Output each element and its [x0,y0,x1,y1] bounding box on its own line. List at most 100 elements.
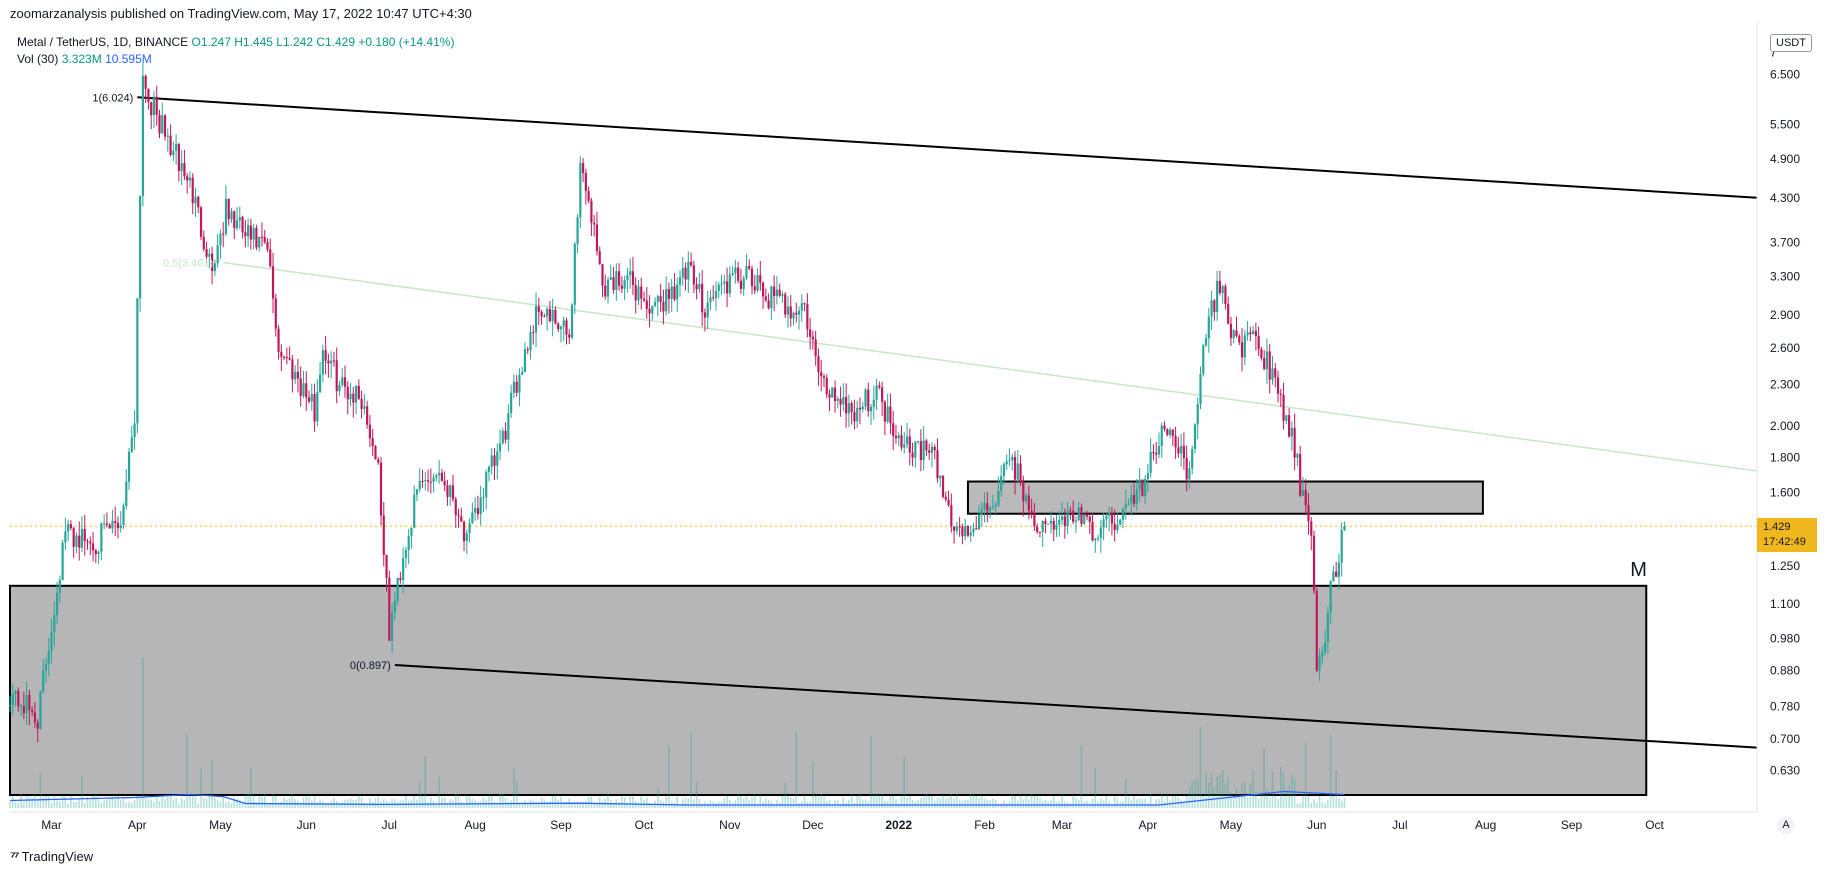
volume-bar [1141,798,1144,808]
volume-bar [897,803,900,808]
candle-body [208,253,211,257]
price-tick: 4.900 [1770,152,1800,166]
candle-body [590,200,593,223]
volume-bar [208,796,211,808]
time-tick: Sep [1561,818,1583,832]
volume-bar [11,796,14,808]
price-tick: 4.300 [1770,191,1800,205]
candle-body [1044,520,1047,524]
candle-body [952,526,956,531]
volume-bar [1191,781,1194,808]
candle-body [1249,332,1252,335]
candle-body [58,580,61,593]
candle-body [460,516,463,522]
volume-bar [975,795,978,808]
time-tick: Jun [1307,818,1326,832]
candle-body [36,722,39,729]
candle-body [1216,280,1219,313]
time-axis[interactable]: Mar Apr May Jun Jul Aug Sep Oct Nov Dec 2022 Feb Mar… [10,811,1757,832]
candle-body [19,705,23,707]
candle-body [678,277,682,285]
candle-body [105,523,109,525]
candle-body [1155,452,1158,455]
price-axis[interactable]: 7 6.500 5.500 4.900 4.300 3.700 3.300 2.900 2.60… [1756,22,1800,812]
volume-bar [125,803,128,808]
volume-bar [214,797,216,808]
volume-bar [1285,790,1288,808]
candle-body [1229,323,1233,339]
volume-bar [676,796,679,808]
volume-bar [457,794,460,808]
annotations-layer: 1(6.024) 0.5(3.461) 0(0.897) M [92,92,1647,672]
candle-body [546,308,549,317]
volume-bar [1160,794,1163,808]
volume-bar [776,800,778,808]
volume-bar [1318,795,1321,808]
volume-bar [745,796,748,808]
candle-body [1318,656,1321,671]
candle-body [114,521,117,523]
candle-body [684,267,687,280]
candle-body [562,320,565,327]
symbol-name[interactable]: Metal / TetherUS, 1D, BINANCE [17,35,189,49]
volume-bar [100,802,103,808]
tradingview-logo[interactable]: ⁷⁷ TradingView [10,848,93,864]
candle-body [199,207,203,237]
tradingview-logo-icon: ⁷⁷ [10,848,19,864]
volume-bar [1075,798,1077,808]
volume-bar [39,772,42,808]
candle-body [277,328,280,352]
candle-body [1227,304,1230,324]
candle-body [842,397,845,405]
volume-bar [1205,772,1207,808]
volume-bar [1136,799,1138,808]
volume-bar [468,796,471,808]
volume-bar [1144,798,1146,808]
volume-bar [1252,769,1254,808]
volume-bar [1232,795,1235,808]
ohlc-high: H1.445 [234,35,273,49]
volume-bar [1194,778,1196,808]
volume-bar [925,794,928,808]
candle-body [617,271,621,286]
candle-body [969,532,972,536]
candle-body [28,694,31,711]
currency-selector[interactable]: USDT [1770,34,1812,52]
candle-body [1060,516,1064,520]
volume-bar [374,798,377,808]
candle-body [324,350,327,361]
candle-body [67,524,70,532]
price-tick: 0.700 [1770,732,1800,746]
candle-body [1049,520,1053,524]
volume-label[interactable]: Vol (30) [17,52,59,66]
auto-scale-button[interactable]: A [1777,816,1795,834]
candle-body [451,485,455,500]
trendlines-layer [10,96,1758,749]
candle-body [374,446,377,460]
candle-body [1063,516,1066,527]
candle-body [432,477,435,482]
volume-bar [233,796,236,808]
candle-body [659,296,662,302]
volume-bar [1030,794,1033,808]
volume-bar [909,795,911,808]
volume-bar [837,800,839,808]
candle-body [1088,516,1091,523]
volume-layer [9,658,1346,808]
volume-bar [394,799,396,808]
candle-body [1016,463,1019,480]
candle-body [119,525,122,529]
candle-body [211,253,214,271]
candle-body [717,284,720,292]
volume-bar [679,803,681,808]
candle-body [825,377,828,395]
candle-body [582,163,585,174]
candles-layer [8,62,1346,743]
volume-bar [612,802,615,808]
candle-body [1193,424,1197,450]
volume-bar [438,776,440,808]
volume-bar [1072,795,1074,808]
volume-bar [1216,777,1218,808]
volume-bar [158,801,161,808]
